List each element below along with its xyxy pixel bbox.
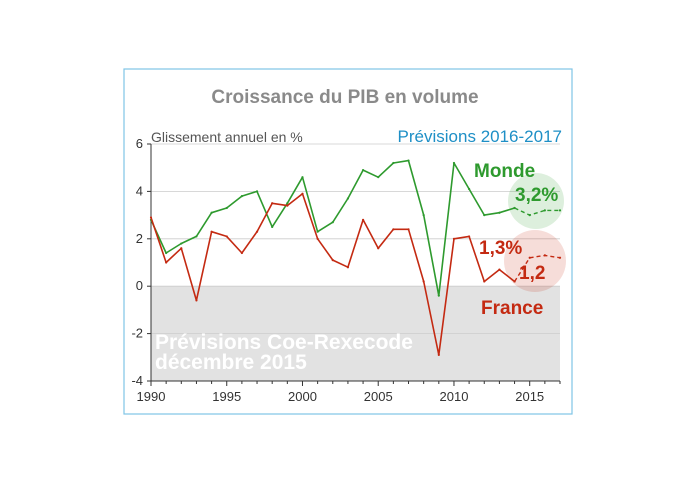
france-point-2010 bbox=[452, 237, 456, 240]
france-point-2000 bbox=[301, 192, 304, 195]
monde-point-2010 bbox=[452, 161, 456, 165]
france-point-2001 bbox=[316, 237, 319, 240]
france-point-1993 bbox=[195, 299, 198, 302]
shaded-note-line2: décembre 2015 bbox=[155, 351, 307, 374]
x-tick-label-5: 2015 bbox=[515, 389, 544, 404]
monde-point-2002 bbox=[331, 221, 334, 224]
y-axis-unit-label: Glissement annuel en % bbox=[151, 129, 303, 145]
y-tick-label-0: 6 bbox=[136, 136, 143, 151]
series-layer bbox=[149, 159, 562, 357]
france-point-1997 bbox=[255, 230, 259, 233]
france-point-2008 bbox=[422, 280, 425, 283]
france-point-2013 bbox=[498, 268, 501, 271]
y-tick-label-2: 2 bbox=[136, 231, 143, 246]
france-point-1996 bbox=[240, 251, 243, 255]
monde-point-2007 bbox=[407, 159, 410, 162]
france-point-1992 bbox=[180, 247, 183, 250]
france-point-2009 bbox=[437, 353, 440, 357]
france-point-1990 bbox=[149, 216, 153, 219]
monde-point-2001 bbox=[316, 230, 319, 233]
france-point-1991 bbox=[165, 261, 168, 264]
monde-point-1994 bbox=[210, 211, 213, 214]
monde-point-2011 bbox=[468, 187, 471, 191]
x-tick-labels: 1990 1995 2000 2005 2010 2015 bbox=[137, 389, 545, 404]
france-forecast-line bbox=[514, 254, 561, 282]
monde-forecast-point-2014 bbox=[513, 206, 516, 210]
france-point-2003 bbox=[346, 266, 350, 269]
monde-point-2004 bbox=[361, 168, 365, 172]
shaded-note-line1: Prévisions Coe-Rexecode bbox=[155, 331, 413, 354]
x-tick-label-2: 2000 bbox=[288, 389, 317, 404]
france-forecast-point-2016 bbox=[543, 254, 546, 257]
monde-point-1995 bbox=[225, 206, 228, 210]
france-forecast-highlight bbox=[504, 230, 566, 292]
monde-point-2003 bbox=[346, 197, 350, 200]
france-forecast-point-2017 bbox=[558, 256, 562, 259]
forecast-period-label: Prévisions 2016-2017 bbox=[398, 127, 562, 146]
monde-point-2006 bbox=[392, 161, 395, 165]
y-tick-label-3: 0 bbox=[136, 278, 143, 293]
y-tick-label-5: -4 bbox=[131, 373, 143, 388]
france-series-label: France bbox=[481, 298, 543, 319]
france-forecast-point-2015 bbox=[528, 256, 531, 259]
y-tick-labels: 6 4 2 0 -2 -4 bbox=[131, 136, 143, 388]
france-point-1994 bbox=[210, 230, 213, 233]
monde-forecast-line bbox=[514, 207, 560, 216]
france-point-1998 bbox=[271, 202, 274, 205]
monde-point-1996 bbox=[240, 195, 243, 198]
france-point-2007 bbox=[407, 228, 410, 231]
monde-point-2013 bbox=[498, 211, 501, 214]
monde-forecast-point-2015 bbox=[528, 214, 531, 217]
monde-forecast-point-2016 bbox=[543, 209, 546, 212]
chart-title: Croissance du PIB en volume bbox=[211, 87, 478, 108]
france-point-2002 bbox=[331, 259, 334, 262]
france-forecast-point-2014 bbox=[513, 280, 516, 283]
axes bbox=[147, 143, 561, 386]
monde-point-2009 bbox=[437, 294, 440, 297]
monde-point-1992 bbox=[180, 242, 183, 245]
monde-point-1997 bbox=[255, 190, 259, 193]
france-forecast-value-lower: 1,2 bbox=[519, 263, 545, 284]
monde-point-2000 bbox=[301, 176, 304, 179]
monde-series-label: Monde bbox=[474, 161, 535, 182]
y-tick-label-1: 4 bbox=[136, 183, 143, 198]
monde-forecast-point-2017 bbox=[558, 209, 562, 212]
monde-forecast-highlight bbox=[508, 173, 564, 229]
france-forecast-value-upper: 1,3% bbox=[479, 238, 522, 259]
y-tick-label-4: -2 bbox=[131, 326, 143, 341]
monde-point-1998 bbox=[271, 225, 274, 229]
france-point-2012 bbox=[483, 280, 486, 283]
france-point-2005 bbox=[377, 247, 380, 250]
monde-forecast-value: 3,2% bbox=[515, 185, 558, 206]
x-tick-label-0: 1990 bbox=[137, 389, 166, 404]
monde-point-2005 bbox=[377, 176, 380, 179]
france-point-1999 bbox=[286, 204, 289, 207]
monde-point-1999 bbox=[286, 202, 289, 205]
france-point-2011 bbox=[468, 235, 471, 238]
monde-point-2008 bbox=[422, 214, 425, 217]
france-point-2004 bbox=[361, 218, 365, 221]
monde-point-1993 bbox=[195, 235, 198, 238]
france-point-2006 bbox=[392, 228, 395, 231]
x-tick-label-4: 2010 bbox=[440, 389, 469, 404]
monde-point-2012 bbox=[483, 214, 486, 217]
monde-point-1991 bbox=[165, 251, 168, 255]
x-tick-label-1: 1995 bbox=[212, 389, 241, 404]
france-point-1995 bbox=[225, 235, 228, 238]
x-tick-label-3: 2005 bbox=[364, 389, 393, 404]
